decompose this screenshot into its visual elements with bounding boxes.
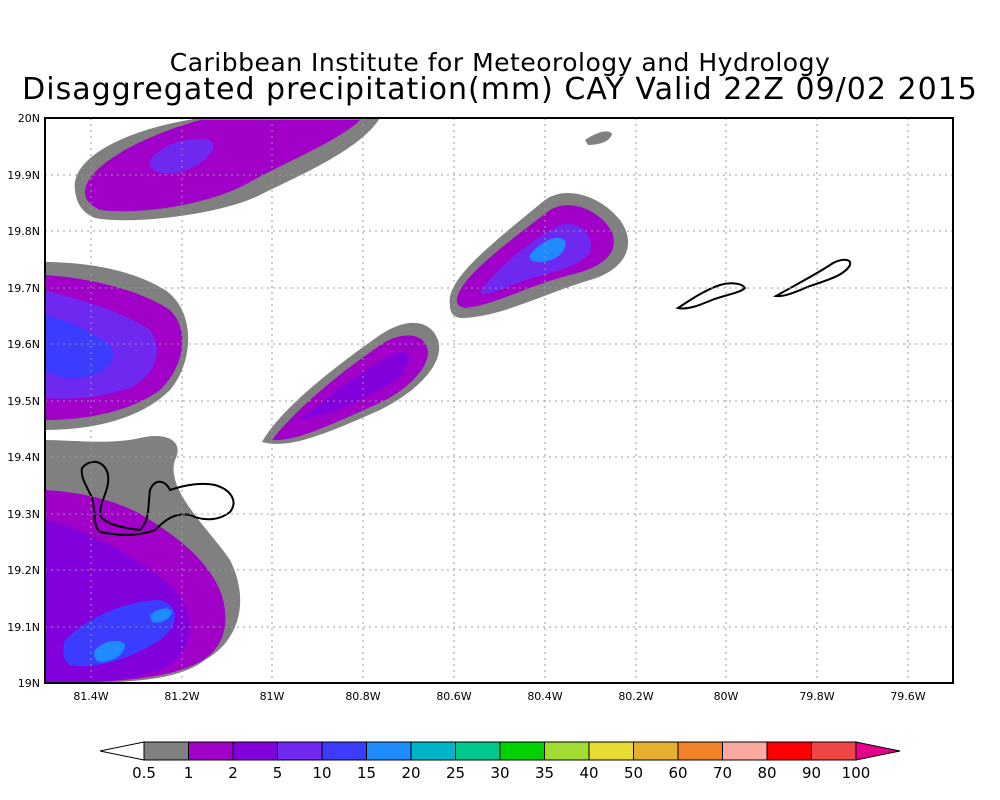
map-gridlines — [45, 118, 953, 683]
lon-tick-label: 81.4W — [73, 690, 108, 703]
colorbar-label: 10 — [312, 764, 331, 782]
lon-tick-label: 81W — [260, 690, 285, 703]
colorbar-swatch — [366, 741, 412, 761]
precip-area-blue — [63, 600, 175, 667]
lat-tick-labels: 19N 19.1N 19.2N 19.3N 19.4N 19.5N 19.6N … — [7, 112, 40, 690]
colorbar-label: 90 — [802, 764, 821, 782]
precip-area-violet — [149, 138, 214, 174]
colorbar-label: 5 — [273, 764, 283, 782]
lon-tick-label: 79.6W — [890, 690, 925, 703]
chart-institution-title: Caribbean Institute for Meteorology and … — [169, 48, 831, 77]
precip-area-purple — [85, 120, 360, 212]
precip-area-cyan — [94, 640, 125, 662]
colorbar-swatch — [410, 741, 456, 761]
colorbar-labels: 0.5 1 2 5 10 15 20 25 30 35 40 50 60 70 … — [132, 764, 870, 782]
colorbar-label: 100 — [842, 764, 871, 782]
precip-area-violet — [300, 351, 409, 420]
lat-tick-label: 19.1N — [7, 621, 40, 634]
lon-tick-label: 81.2W — [164, 690, 199, 703]
grand-cayman-outline — [80, 460, 235, 536]
colorbar-min-arrow — [99, 741, 145, 761]
colorbar-label: 40 — [579, 764, 598, 782]
colorbar-label: 2 — [228, 764, 238, 782]
colorbar-label: 80 — [757, 764, 776, 782]
colorbar-swatch — [499, 741, 545, 761]
colorbar-swatch — [633, 741, 679, 761]
colorbar-max-arrow — [855, 741, 901, 761]
colorbar-label: 20 — [401, 764, 420, 782]
colorbar-swatch — [677, 741, 723, 761]
colorbar-label: 1 — [184, 764, 194, 782]
precip-area-blue — [45, 315, 114, 379]
lat-tick-label: 19.4N — [7, 451, 40, 464]
colorbar-swatch — [455, 741, 501, 761]
colorbar-swatch — [277, 741, 323, 761]
lat-tick-label: 19.2N — [7, 564, 40, 577]
chart-product-title: Disaggregated precipitation(mm) CAY Vali… — [22, 72, 978, 107]
colorbar-label: 0.5 — [132, 764, 156, 782]
map-frame — [44, 117, 954, 684]
colorbar-label: 60 — [668, 764, 687, 782]
lat-tick-label: 19N — [18, 677, 40, 690]
lat-tick-label: 19.6N — [7, 338, 40, 351]
lon-tick-label: 80.4W — [527, 690, 562, 703]
lat-tick-label: 19.8N — [7, 225, 40, 238]
lat-tick-label: 19.3N — [7, 508, 40, 521]
colorbar — [99, 741, 901, 761]
lon-tick-label: 80.2W — [618, 690, 653, 703]
lon-tick-label: 80.6W — [436, 690, 471, 703]
colorbar-label: 15 — [357, 764, 376, 782]
lat-tick-label: 20N — [18, 112, 40, 125]
precip-area-blue — [529, 237, 566, 263]
little-cayman-outline — [675, 282, 747, 310]
colorbar-swatch — [766, 741, 812, 761]
colorbar-swatch — [588, 741, 634, 761]
lon-tick-label: 80.8W — [345, 690, 380, 703]
colorbar-swatch — [232, 741, 278, 761]
precip-area-gray-small — [585, 131, 612, 145]
colorbar-label: 50 — [624, 764, 643, 782]
colorbar-swatch — [321, 741, 367, 761]
precipitation-fields — [45, 118, 629, 683]
colorbar-label: 30 — [490, 764, 509, 782]
colorbar-swatch — [188, 741, 234, 761]
colorbar-swatch — [143, 741, 189, 761]
lon-tick-label: 79.8W — [799, 690, 834, 703]
colorbar-swatch — [722, 741, 768, 761]
lat-tick-label: 19.9N — [7, 169, 40, 182]
colorbar-label: 70 — [713, 764, 732, 782]
lon-tick-labels: 81.4W 81.2W 81W 80.8W 80.6W 80.4W 80.2W … — [73, 690, 925, 703]
cayman-brac-outline — [772, 258, 852, 298]
lat-tick-label: 19.7N — [7, 282, 40, 295]
precip-area-cyan — [150, 608, 172, 623]
colorbar-swatch — [544, 741, 590, 761]
colorbar-swatch — [811, 741, 857, 761]
colorbar-label: 25 — [446, 764, 465, 782]
lon-tick-label: 80W — [714, 690, 739, 703]
lat-tick-label: 19.5N — [7, 395, 40, 408]
colorbar-label: 35 — [535, 764, 554, 782]
islands — [80, 258, 852, 536]
